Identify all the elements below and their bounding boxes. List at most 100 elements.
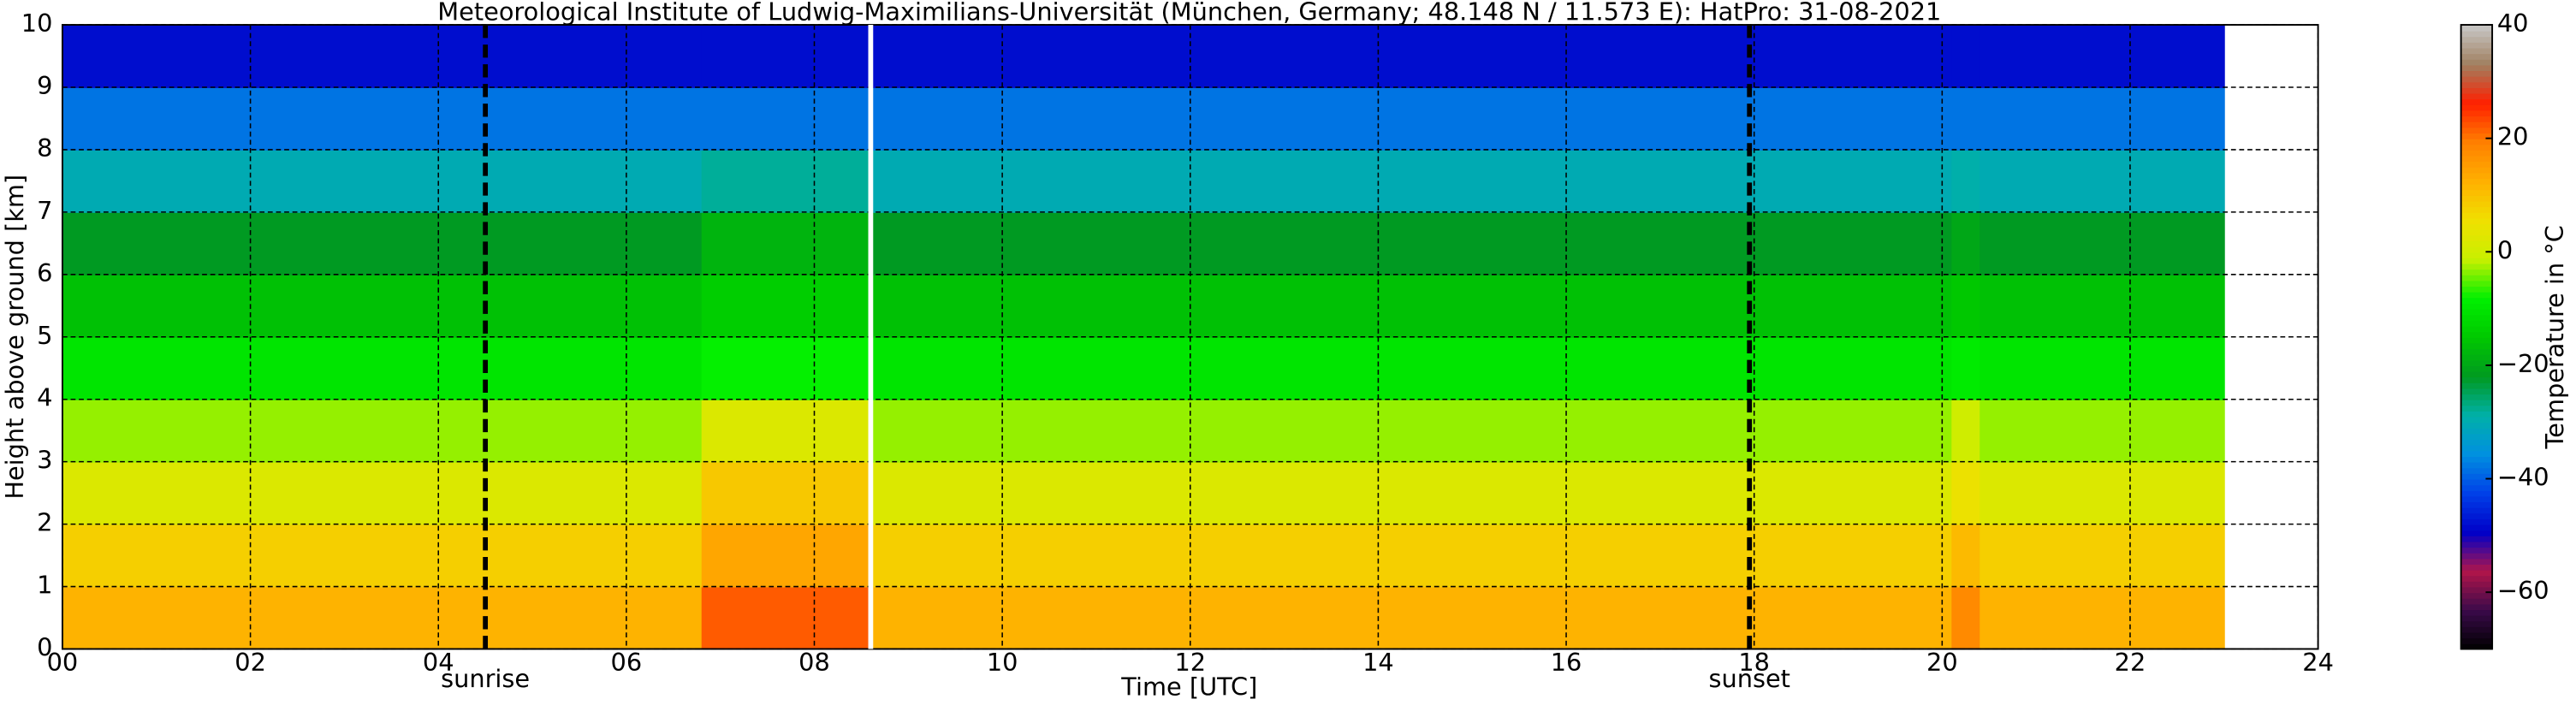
colorbar-frame bbox=[2460, 24, 2494, 650]
colorbar-swatch bbox=[2460, 166, 2493, 174]
colorbar-swatch bbox=[2460, 211, 2493, 219]
colorbar-swatch bbox=[2460, 75, 2493, 83]
colorbar-swatch bbox=[2460, 302, 2493, 310]
colorbar-swatch bbox=[2460, 410, 2493, 418]
colorbar-swatch bbox=[2460, 376, 2493, 383]
colorbar-swatch bbox=[2460, 405, 2493, 412]
heat-cell bbox=[870, 461, 1953, 525]
colorbar-swatch bbox=[2460, 625, 2493, 633]
colorbar-swatch bbox=[2460, 178, 2493, 185]
x-tick-label: 06 bbox=[611, 648, 643, 677]
heat-cell bbox=[870, 25, 1953, 88]
heat-cell bbox=[1979, 211, 2225, 275]
chart-title: Meteorological Institute of Ludwig-Maxim… bbox=[437, 0, 1941, 27]
marker-label: sunrise bbox=[441, 664, 530, 693]
colorbar-swatch bbox=[2460, 518, 2493, 525]
heat-cell bbox=[62, 86, 703, 151]
colorbar-swatch bbox=[2460, 603, 2493, 611]
colorbar-swatch bbox=[2460, 575, 2493, 582]
heat-cell bbox=[62, 586, 703, 650]
colorbar-swatch bbox=[2460, 512, 2493, 519]
colorbar-swatch bbox=[2460, 200, 2493, 208]
colorbar-swatch bbox=[2460, 206, 2493, 213]
heat-cell bbox=[1979, 336, 2225, 400]
heat-cell bbox=[62, 149, 703, 213]
colorbar-swatch bbox=[2460, 138, 2493, 145]
heat-cell bbox=[1979, 524, 2225, 588]
colorbar-swatch bbox=[2460, 297, 2493, 304]
heat-cell bbox=[1951, 274, 1981, 338]
colorbar-swatch bbox=[2460, 194, 2493, 202]
colorbar-swatch bbox=[2460, 524, 2493, 531]
heat-cell bbox=[1979, 149, 2225, 213]
colorbar-swatch bbox=[2460, 331, 2493, 338]
x-tick-label: 18 bbox=[1738, 648, 1770, 677]
colorbar-swatch bbox=[2460, 246, 2493, 253]
colorbar-tick-label: −20 bbox=[2497, 349, 2549, 378]
colorbar-swatch bbox=[2460, 183, 2493, 191]
colorbar-swatch bbox=[2460, 564, 2493, 571]
colorbar-swatch bbox=[2460, 586, 2493, 594]
colorbar-label: Temperature in °C bbox=[2540, 225, 2569, 449]
colorbar-swatch bbox=[2460, 439, 2493, 446]
colorbar-swatch bbox=[2460, 580, 2493, 588]
colorbar-swatch bbox=[2460, 569, 2493, 577]
heat-cell bbox=[870, 211, 1953, 275]
colorbar-swatch bbox=[2460, 416, 2493, 424]
colorbar-swatch bbox=[2460, 433, 2493, 441]
x-tick-label: 02 bbox=[234, 648, 266, 677]
colorbar-swatch bbox=[2460, 422, 2493, 429]
heat-cell bbox=[62, 461, 703, 525]
colorbar-swatch bbox=[2460, 133, 2493, 139]
colorbar-swatch bbox=[2460, 370, 2493, 378]
colorbar-swatch bbox=[2460, 325, 2493, 333]
heat-cell bbox=[1951, 86, 1981, 151]
colorbar-swatch bbox=[2460, 394, 2493, 400]
heat-cell bbox=[701, 25, 872, 88]
heat-cell bbox=[1951, 586, 1981, 650]
colorbar-swatch bbox=[2460, 427, 2493, 435]
colorbar-swatch bbox=[2460, 47, 2493, 55]
colorbar-swatch bbox=[2460, 456, 2493, 463]
heat-cell bbox=[701, 524, 872, 588]
colorbar-tick-label: −40 bbox=[2497, 463, 2549, 492]
colorbar-swatch bbox=[2460, 155, 2493, 163]
heat-cell bbox=[62, 25, 703, 88]
heat-cell bbox=[701, 586, 872, 650]
y-tick-label: 10 bbox=[21, 9, 53, 38]
colorbar-swatch bbox=[2460, 558, 2493, 565]
heat-cell bbox=[870, 399, 1953, 463]
heat-cell bbox=[701, 399, 872, 463]
heat-cell bbox=[62, 211, 703, 275]
heat-cell bbox=[701, 86, 872, 151]
colorbar-swatch bbox=[2460, 98, 2493, 105]
colorbar-swatch bbox=[2460, 461, 2493, 469]
colorbar-swatch bbox=[2460, 495, 2493, 503]
heat-cell bbox=[62, 399, 703, 463]
heat-cell bbox=[701, 461, 872, 525]
y-tick-label: 9 bbox=[37, 71, 52, 100]
colorbar-swatch bbox=[2460, 172, 2493, 180]
colorbar-swatch bbox=[2460, 263, 2493, 270]
colorbar-swatch bbox=[2460, 547, 2493, 554]
colorbar-swatch bbox=[2460, 92, 2493, 100]
heat-cell bbox=[1951, 25, 1981, 88]
colorbar-swatch bbox=[2460, 30, 2493, 38]
colorbar-swatch bbox=[2460, 541, 2493, 548]
heat-cell bbox=[870, 586, 1953, 650]
colorbar-swatch bbox=[2460, 472, 2493, 480]
x-tick-label: 20 bbox=[1926, 648, 1958, 677]
colorbar-tick-label: 0 bbox=[2497, 235, 2513, 264]
colorbar-swatch bbox=[2460, 314, 2493, 321]
heat-cell bbox=[701, 211, 872, 275]
heat-cell bbox=[1979, 25, 2225, 88]
colorbar-swatch bbox=[2460, 116, 2493, 122]
colorbar-swatch bbox=[2460, 41, 2493, 49]
colorbar-tick-label: −60 bbox=[2497, 576, 2549, 605]
colorbar-swatch bbox=[2460, 643, 2493, 650]
y-tick-label: 0 bbox=[37, 632, 52, 661]
x-tick-label: 04 bbox=[423, 648, 454, 677]
heat-cell bbox=[1951, 524, 1981, 588]
colorbar-swatch bbox=[2460, 444, 2493, 452]
